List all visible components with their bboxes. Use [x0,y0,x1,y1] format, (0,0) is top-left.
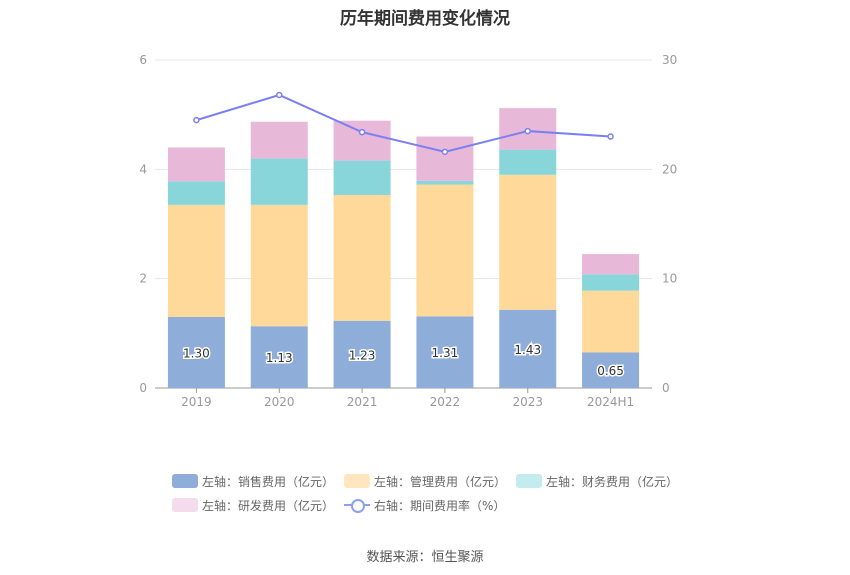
point-expense-rate [358,128,366,136]
bar-sales [333,320,391,388]
y-left-tick-label: 4 [139,162,147,176]
legend-swatch-finance [516,474,542,488]
bar-sales [167,316,225,388]
x-tick-label: 2021 [347,395,378,409]
data-label-sales: 0.65 [597,364,624,378]
y-left-tick-label: 2 [139,272,147,286]
legend-item-rate[interactable]: 右轴：期间费用率（%） [344,496,505,514]
point-expense-rate [193,116,200,124]
x-tick-label: 2019 [181,395,212,409]
y-right-tick-label: 30 [662,53,677,67]
y-right-tick-label: 20 [662,162,677,176]
x-tick-label: 2023 [512,395,543,409]
legend-swatch-rate [344,498,370,513]
bar-admin [167,204,225,317]
x-tick-label: 2024H1 [587,395,634,409]
bar-finance [250,158,308,205]
bar-admin [250,204,308,327]
bar-sales [416,316,474,388]
bar-finance [167,181,225,205]
bar-rd [167,147,225,182]
legend-label-finance: 左轴：财务费用（亿元） [546,474,679,489]
legend-label-rate: 右轴：期间费用率（%） [374,498,506,513]
data-label-sales: 1.43 [514,343,541,357]
y-left-tick-label: 0 [139,381,147,395]
bar-sales [250,326,308,388]
bar-sales [582,352,640,388]
legend-item-finance[interactable]: 左轴：财务费用（亿元） [516,472,678,490]
bar-rd [582,254,640,275]
bar-rd [333,120,391,161]
point-expense-rate [276,91,283,99]
legend-swatch-sales [172,474,198,488]
bar-sales [499,309,557,388]
bar-admin [416,184,474,317]
bar-finance [582,274,640,291]
line-expense-rate [196,93,611,153]
legend-item-rd[interactable]: 左轴：研发费用（亿元） [172,496,334,514]
x-tick-label: 2022 [430,395,461,409]
chart-plot: 0 2 4 6 0 10 20 30 2019 1.30 2020 1.13 2021 1.23 2022 1… [139,53,677,409]
data-label-sales: 1.30 [183,346,210,360]
point-expense-rate [441,148,449,156]
legend-label-rd: 左轴：研发费用（亿元） [202,498,335,513]
y-left-tick-label: 6 [139,53,147,67]
bar-finance [416,180,474,185]
data-source: 数据来源：恒生聚源 [366,550,484,565]
point-expense-rate [524,127,531,135]
data-label-sales: 1.13 [266,351,293,365]
legend-label-sales: 左轴：销售费用（亿元） [202,474,335,489]
bar-admin [499,174,557,310]
bar-rd [250,121,308,159]
legend-swatch-rd [172,498,198,512]
legend-label-admin: 左轴：管理费用（亿元） [374,474,507,489]
bar-rd [416,136,474,181]
y-right-tick-label: 0 [662,381,670,395]
x-tick-label: 2020 [264,395,295,409]
data-label-sales: 1.23 [349,348,376,362]
bar-finance [499,149,557,175]
legend-swatch-admin [344,474,370,488]
bar-finance [333,160,391,196]
chart-title: 历年期间费用变化情况 [340,9,510,29]
point-expense-rate [607,133,614,140]
bar-admin [333,195,391,321]
legend-item-sales[interactable]: 左轴：销售费用（亿元） [172,472,334,490]
y-right-tick-label: 10 [662,272,677,286]
bar-admin [582,290,640,353]
data-label-sales: 1.31 [432,346,459,360]
legend-item-admin[interactable]: 左轴：管理费用（亿元） [344,472,506,490]
